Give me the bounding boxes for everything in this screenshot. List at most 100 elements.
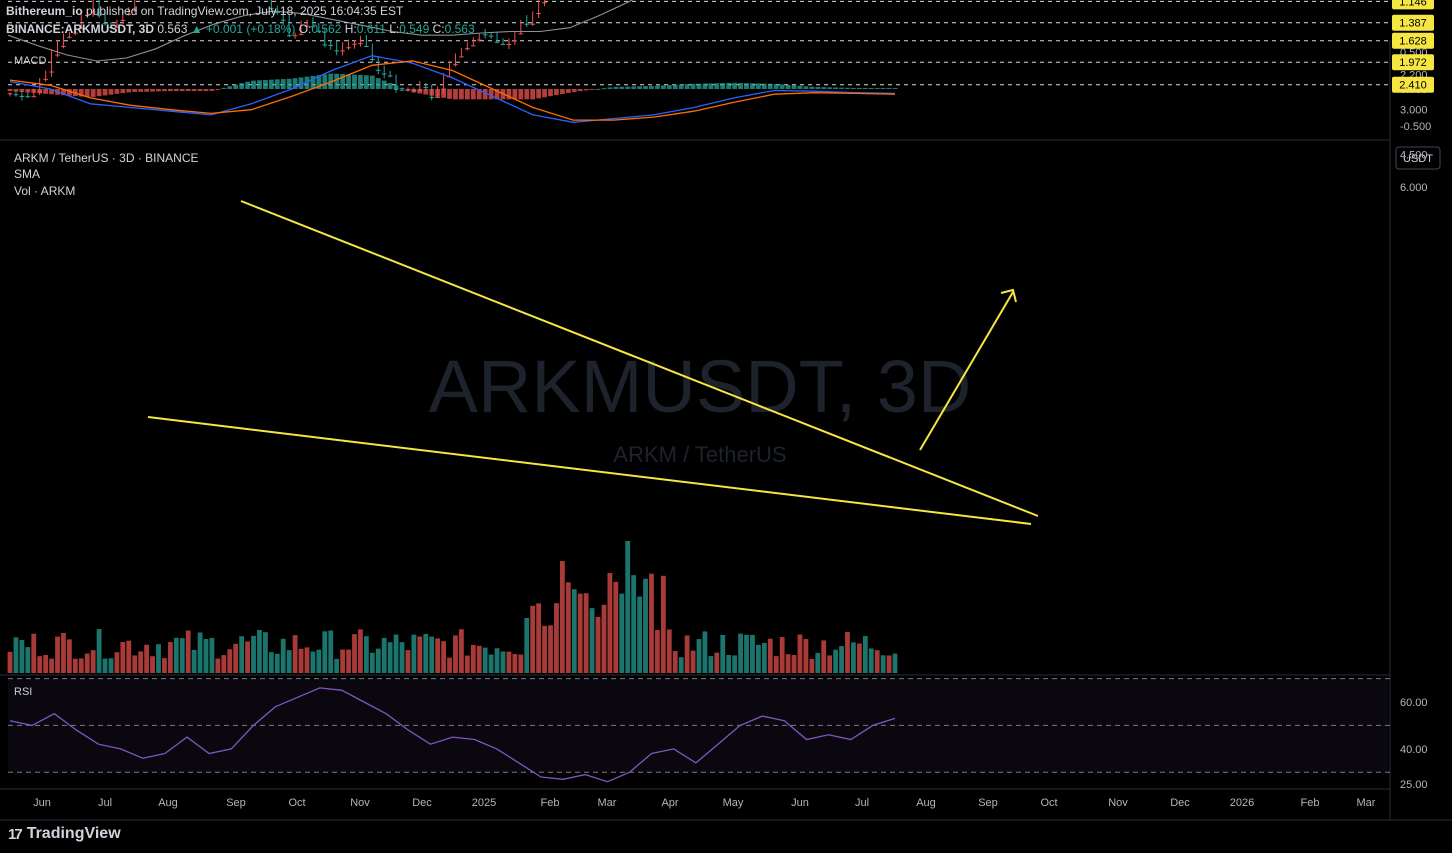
volume-bar <box>340 649 346 673</box>
macd-histogram-bar <box>138 89 144 92</box>
macd-histogram-bar <box>286 78 292 89</box>
x-tick-label: Apr <box>661 797 678 809</box>
price-level-tag <box>1392 76 1434 93</box>
volume-bar <box>470 644 476 673</box>
candle-body <box>476 39 482 41</box>
macd-histogram-bar <box>191 89 197 92</box>
candle-body <box>310 26 316 28</box>
volume-bar <box>803 638 809 673</box>
price-tick-label: 6.000 <box>1400 182 1428 194</box>
volume-bar <box>643 578 648 673</box>
macd-histogram-bar <box>613 86 619 89</box>
breakout-arrow-head <box>1000 288 1017 303</box>
macd-histogram-bar <box>298 77 304 89</box>
volume-bar <box>583 593 589 673</box>
volume-bar <box>61 632 66 673</box>
volume-bar <box>779 637 785 673</box>
volume-bar <box>114 652 120 673</box>
volume-bar <box>55 636 60 673</box>
macd-histogram-bar <box>292 78 298 89</box>
volume-bar <box>435 638 441 673</box>
candle-body <box>465 48 470 50</box>
macd-histogram-bar <box>340 74 346 89</box>
x-tick-label: Mar <box>1357 797 1376 809</box>
candle-body <box>488 35 494 37</box>
volume-bar <box>797 634 803 673</box>
macd-histogram-bar <box>441 89 446 98</box>
x-tick-label: Jun <box>791 797 809 809</box>
volume-bar <box>459 629 464 673</box>
volume-bar <box>13 637 19 673</box>
macd-histogram-bar <box>334 73 340 89</box>
open-label: O: <box>298 22 312 36</box>
macd-histogram-bar <box>96 89 102 97</box>
volume-bar <box>815 652 821 673</box>
macd-histogram-bar <box>554 89 559 96</box>
macd-tick-label: -0.500 <box>1400 121 1431 133</box>
volume-bar <box>215 658 221 673</box>
macd-histogram-bar <box>708 83 714 89</box>
volume-bar <box>666 629 672 673</box>
tradingview-logo[interactable]: 17 TradingView <box>8 825 121 843</box>
candle-body <box>482 34 488 36</box>
tradingview-brand: TradingView <box>26 825 121 842</box>
x-tick-label: Aug <box>158 797 178 809</box>
volume-bar <box>571 589 577 673</box>
volume-bar <box>755 644 761 673</box>
macd-histogram-bar <box>779 84 785 89</box>
macd-histogram-bar <box>304 76 310 89</box>
volume-bar <box>738 633 743 673</box>
macd-histogram-bar <box>150 89 155 92</box>
macd-histogram-bar <box>494 89 500 100</box>
macd-histogram-bar <box>239 83 245 89</box>
volume-bar <box>595 616 601 673</box>
candle-body <box>334 50 339 52</box>
x-tick-label: Nov <box>1108 797 1128 809</box>
volume-bar <box>625 541 631 673</box>
currency-button[interactable]: USDT <box>1395 146 1441 170</box>
volume-bar <box>482 647 488 673</box>
author-name[interactable]: Bithereum_io <box>6 4 83 18</box>
macd-histogram-bar <box>114 89 120 94</box>
macd-signal-line <box>9 60 896 121</box>
volume-bar <box>120 642 126 673</box>
candle-body <box>358 43 363 45</box>
macd-histogram-bar <box>548 89 553 97</box>
volume-bar <box>239 636 245 673</box>
candle-body <box>512 40 518 42</box>
macd-histogram-bar <box>886 87 892 89</box>
macd-histogram-bar <box>162 89 167 92</box>
macd-histogram-bar <box>459 89 464 100</box>
macd-histogram-bar <box>429 89 435 96</box>
macd-histogram-bar <box>251 80 256 89</box>
macd-histogram-bar <box>625 86 631 89</box>
macd-histogram-bar <box>257 80 262 89</box>
macd-histogram-bar <box>209 89 215 91</box>
tradingview-logo-icon: 17 <box>8 825 23 843</box>
price-level-tag <box>1392 54 1434 71</box>
volume-bar <box>868 648 874 673</box>
volume-bar <box>150 656 155 673</box>
macd-histogram-bar <box>464 89 470 100</box>
macd-histogram-bar <box>726 82 732 89</box>
volume-bar <box>227 649 233 673</box>
volume-bar <box>678 657 684 673</box>
macd-histogram-bar <box>387 82 393 89</box>
candle-body <box>13 94 19 96</box>
volume-bar <box>346 649 351 673</box>
volume-bar <box>874 650 880 673</box>
macd-histogram-bar <box>583 89 589 91</box>
candle-body <box>399 89 405 91</box>
macd-histogram-bar <box>809 86 815 89</box>
price-level-tag-label: 1.387 <box>1399 18 1427 30</box>
macd-histogram-bar <box>447 89 452 99</box>
macd-histogram-bar <box>696 83 702 89</box>
x-tick-label: Mar <box>598 797 617 809</box>
macd-histogram-bar <box>750 83 755 89</box>
volume-bar <box>464 655 470 673</box>
macd-histogram-bar <box>43 89 49 94</box>
macd-histogram-bar <box>167 89 173 92</box>
macd-histogram-bar <box>649 85 654 89</box>
macd-histogram-bar <box>322 74 328 89</box>
